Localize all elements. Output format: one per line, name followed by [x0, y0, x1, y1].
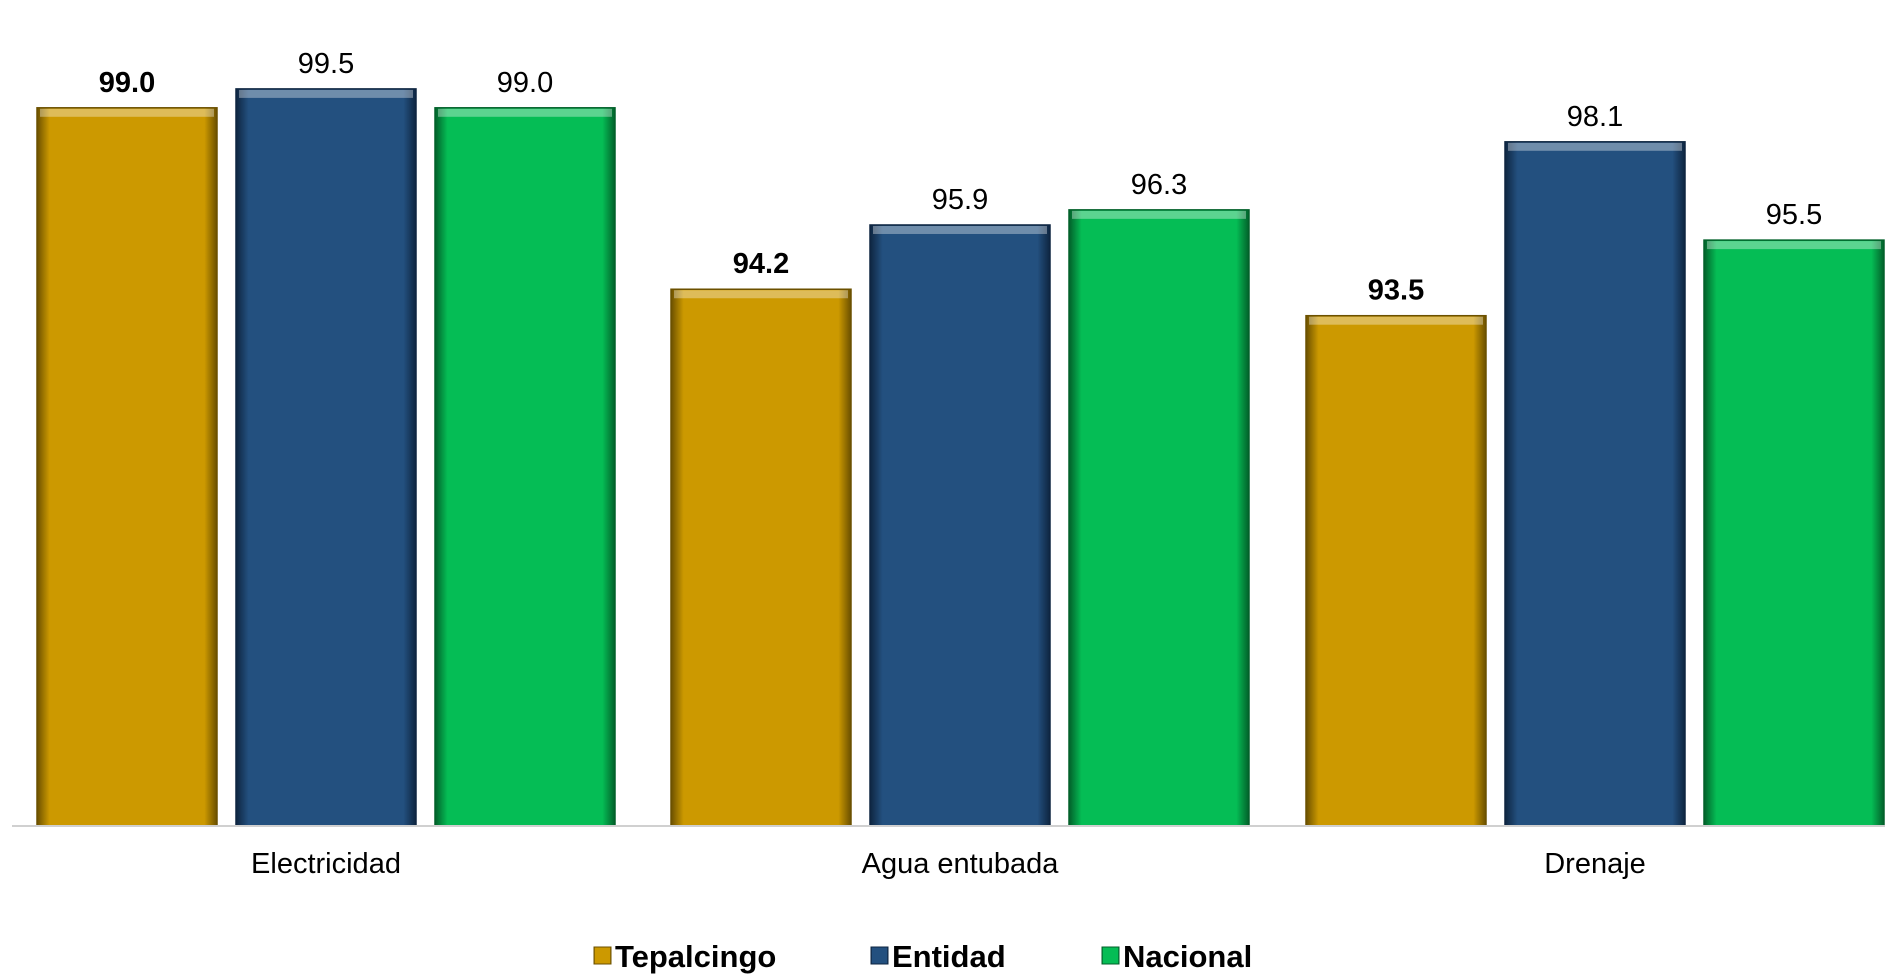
bar-bevel [239, 89, 413, 98]
legend-label-tepalcingo: Tepalcingo [615, 939, 776, 974]
value-label-entidad-0: 99.5 [298, 48, 354, 80]
value-label-nacional-0: 99.0 [497, 67, 553, 99]
value-label-tepalcingo-1: 94.2 [733, 248, 789, 280]
legend-label-entidad: Entidad [892, 939, 1006, 974]
legend-swatch-nacional [1101, 946, 1120, 965]
legend-label-nacional: Nacional [1123, 939, 1252, 974]
bar-bevel [40, 108, 214, 117]
bar-bevel [1309, 316, 1483, 325]
legend-swatch-entidad [870, 946, 889, 965]
value-label-nacional-1: 96.3 [1131, 169, 1187, 201]
bar-nacional-0 [434, 107, 616, 827]
value-label-tepalcingo-2: 93.5 [1368, 275, 1424, 307]
bar-bevel [674, 290, 848, 299]
category-label-2: Drenaje [1544, 848, 1646, 880]
legend: Tepalcingo Entidad Nacional [593, 939, 1252, 974]
bar-tepalcingo-1 [670, 288, 852, 827]
bar-bevel [1707, 241, 1881, 250]
bar-bevel [438, 108, 612, 117]
bars-layer [36, 88, 1885, 827]
bar-tepalcingo-2 [1305, 314, 1487, 827]
value-label-entidad-1: 95.9 [932, 184, 988, 216]
bar-tepalcingo-0 [36, 107, 218, 827]
category-label-0: Electricidad [251, 848, 401, 880]
legend-swatch-tepalcingo [593, 946, 612, 965]
category-label-1: Agua entubada [862, 848, 1060, 880]
bar-nacional-1 [1068, 209, 1250, 827]
value-label-nacional-2: 95.5 [1766, 199, 1822, 231]
bar-entidad-1 [869, 224, 1051, 827]
category-labels-layer: Electricidad Agua entubada Drenaje [251, 848, 1646, 880]
bar-nacional-2 [1703, 239, 1885, 827]
value-labels-layer: 99.0 99.5 99.0 94.2 95.9 96.3 93.5 98.1 95.5 [99, 48, 1822, 307]
bar-bevel [1508, 142, 1682, 151]
bar-bevel [1072, 210, 1246, 219]
value-label-entidad-2: 98.1 [1567, 101, 1623, 133]
bar-entidad-0 [235, 88, 417, 827]
value-label-tepalcingo-0: 99.0 [99, 67, 155, 99]
bar-entidad-2 [1504, 141, 1686, 827]
bar-bevel [873, 225, 1047, 234]
